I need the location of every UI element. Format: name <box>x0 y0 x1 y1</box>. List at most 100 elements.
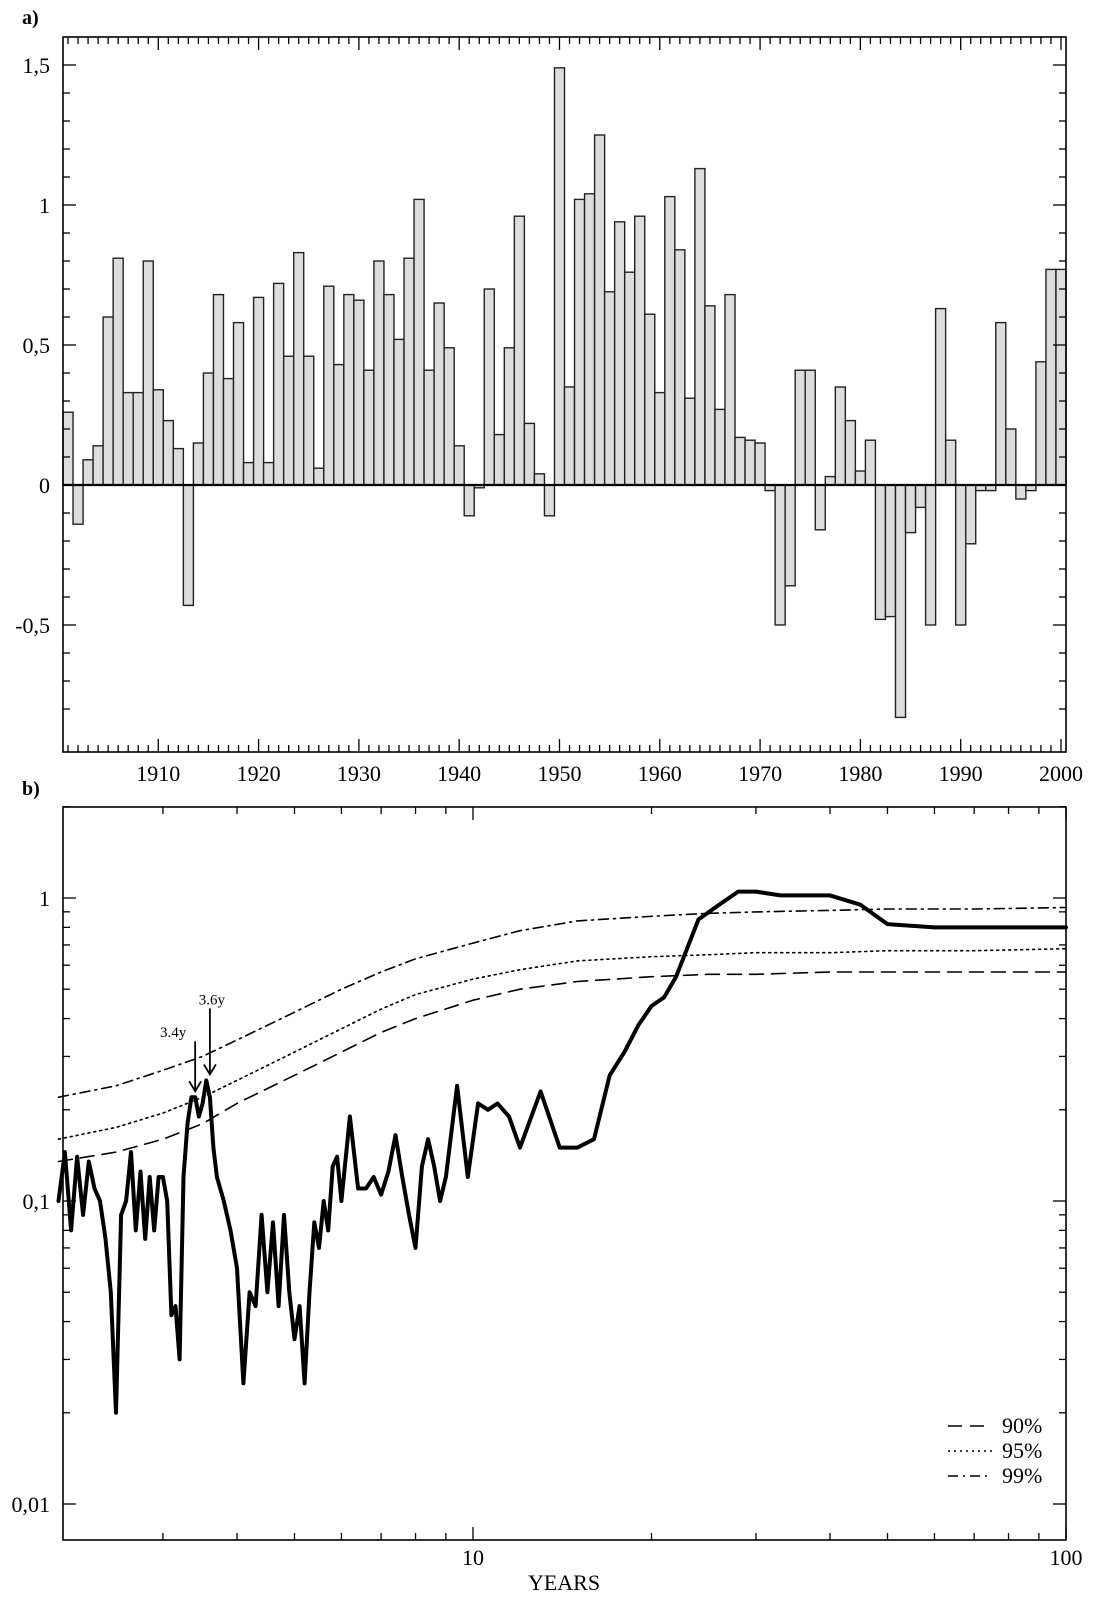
bar <box>483 288 495 486</box>
bar <box>292 251 305 486</box>
bar <box>323 285 335 486</box>
panel-a-bars <box>62 67 1067 719</box>
bar <box>343 293 355 486</box>
y-tick-label: 0,01 <box>12 1492 51 1517</box>
panel-a-label: a) <box>22 7 39 29</box>
x-tick-label: 100 <box>1050 1545 1083 1570</box>
bar <box>1015 484 1027 500</box>
bar <box>583 193 596 486</box>
x-tick-label: 1990 <box>939 761 983 786</box>
bar <box>894 484 907 719</box>
bar <box>573 198 586 486</box>
panel-b-legend: 90%95%99% <box>948 1413 1042 1488</box>
panel-b: b) 10 100 1 0,1 0,01 3.4y 3.6y 90%95%99% YEAR… <box>12 778 1083 1595</box>
bar <box>202 372 215 486</box>
bar <box>523 422 536 486</box>
bar <box>152 389 165 486</box>
bar <box>854 470 867 486</box>
bar <box>904 484 917 534</box>
panel-b-label: b) <box>22 778 40 800</box>
bar <box>242 461 255 486</box>
bar <box>453 445 465 486</box>
bar <box>1035 361 1047 486</box>
bar <box>704 305 716 486</box>
bar <box>995 321 1007 486</box>
bar <box>383 293 395 486</box>
bar <box>1005 428 1017 486</box>
bar <box>403 257 415 486</box>
bar <box>934 307 947 486</box>
y-tick-label: 0 <box>39 473 50 498</box>
panel-b-ticks <box>63 806 1067 1540</box>
bar <box>724 293 736 486</box>
y-tick-label: -0,5 <box>15 613 50 638</box>
bar <box>272 282 285 486</box>
bar <box>914 484 927 509</box>
bar <box>172 447 185 486</box>
bar <box>924 484 937 626</box>
x-tick-label: 1950 <box>537 761 581 786</box>
bar <box>734 436 746 486</box>
bar <box>694 167 706 486</box>
bar <box>252 296 265 486</box>
y-tick-label: 0,5 <box>23 333 51 358</box>
bar <box>333 363 345 486</box>
bar <box>1055 268 1067 486</box>
bar <box>664 195 676 486</box>
panel-a: a) 1910 1920 1930 1940 1950 1960 1970 1980 1990 2… <box>15 7 1083 786</box>
bar <box>363 369 375 486</box>
bar <box>593 134 606 486</box>
y-tick-label: 1 <box>39 193 50 218</box>
panel-a-tick-labels: 1910 1920 1930 1940 1950 1960 1970 1980 1990 2000… <box>15 53 1083 786</box>
bar <box>393 338 405 486</box>
annotation-arrowhead <box>188 1080 202 1093</box>
x-tick-label: 1920 <box>237 761 281 786</box>
annotation-arrowhead <box>203 1063 217 1077</box>
series-90pct <box>57 971 1067 1163</box>
bar <box>262 461 275 486</box>
bar <box>684 397 696 486</box>
bar <box>804 369 816 486</box>
series-95pct <box>57 947 1067 1140</box>
bar <box>72 484 84 525</box>
x-tick-label: 2000 <box>1039 761 1083 786</box>
bar <box>824 475 837 486</box>
bar <box>563 386 576 486</box>
panel-b-frame <box>62 806 1067 1541</box>
y-tick-label: 0,1 <box>23 1189 51 1214</box>
bar <box>463 484 475 517</box>
bar <box>222 377 235 486</box>
bar <box>212 293 225 486</box>
bar <box>884 484 897 618</box>
bar <box>654 391 666 486</box>
bar <box>132 391 144 486</box>
bar <box>433 302 445 486</box>
bar <box>503 347 516 486</box>
bar <box>744 439 756 486</box>
legend-label: 99% <box>1002 1463 1042 1488</box>
bar <box>142 260 154 486</box>
bar <box>413 198 425 486</box>
bar <box>864 439 877 486</box>
bar <box>965 484 977 545</box>
bar <box>282 355 295 486</box>
bar <box>714 408 726 486</box>
spectrum-line <box>56 889 1068 1415</box>
x-tick-label: 1940 <box>437 761 481 786</box>
panel-a-frame <box>62 36 1067 753</box>
panel-b-tick-labels: 10 100 1 0,1 0,01 <box>12 886 1083 1570</box>
bar <box>774 484 786 626</box>
y-tick-label: 1 <box>39 886 50 911</box>
bar <box>122 391 134 486</box>
x-tick-label: 1980 <box>838 761 882 786</box>
bar <box>303 355 315 486</box>
bar <box>603 291 616 486</box>
bar <box>102 316 114 486</box>
x-tick-label: 1910 <box>136 761 180 786</box>
panel-b-annotations: 3.4y 3.6y <box>160 992 226 1093</box>
x-tick-label: 1970 <box>738 761 782 786</box>
panel-a-ticks <box>63 37 1066 752</box>
bar <box>674 249 686 486</box>
bar <box>493 433 506 486</box>
bar <box>634 215 646 486</box>
